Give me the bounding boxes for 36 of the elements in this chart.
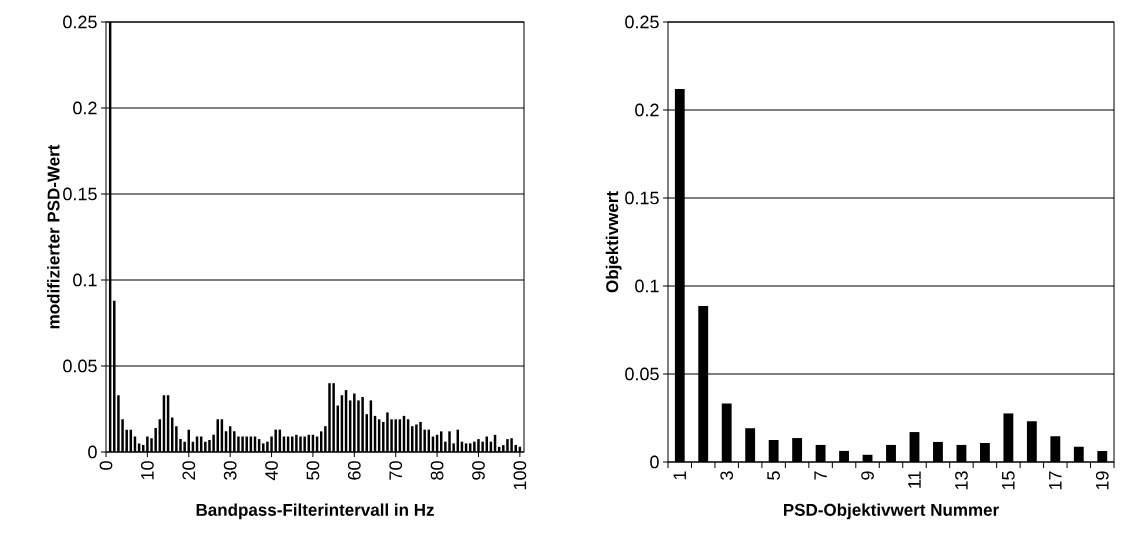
- y-tick-label: 0.1: [635, 279, 659, 293]
- x-tick-label: 19: [1095, 471, 1109, 490]
- x-tick-label: 30: [223, 461, 237, 480]
- x-tick-label: 90: [472, 461, 485, 480]
- x-tick-label: 7: [814, 471, 827, 480]
- y-tick-label: 0.2: [73, 101, 97, 115]
- x-axis-title: Bandpass-Filterintervall in Hz: [196, 503, 434, 520]
- x-tick-label: 5: [767, 471, 780, 480]
- x-tick-label: 13: [955, 471, 968, 490]
- y-tick-label: 0.25: [63, 15, 97, 29]
- y-tick-label: 0.15: [625, 191, 659, 205]
- x-tick-label: 11: [908, 471, 921, 488]
- y-tick-label: 0.05: [625, 367, 659, 381]
- x-axis-title: PSD-Objektivwert Nummer: [783, 503, 999, 520]
- x-tick-label: 80: [430, 461, 444, 480]
- x-tick-label: 70: [389, 461, 403, 480]
- x-tick-label: 15: [1002, 471, 1015, 490]
- y-tick-label: 0.25: [625, 15, 659, 29]
- y-axis-title: modifizierter PSD-Wert: [47, 144, 60, 329]
- y-tick-label: 0.1: [73, 273, 97, 287]
- x-tick-label: 10: [141, 461, 154, 480]
- x-tick-label: 17: [1049, 471, 1062, 490]
- x-tick-label: 100: [513, 461, 527, 490]
- x-tick-label: 20: [182, 461, 196, 480]
- x-tick-label: 60: [347, 461, 361, 480]
- y-tick-label: 0.2: [635, 103, 659, 117]
- x-tick-label: 40: [265, 461, 278, 481]
- x-tick-label: 0: [99, 461, 113, 470]
- y-axis-title: Objektivwert: [605, 191, 622, 293]
- x-tick-label: 9: [861, 471, 874, 480]
- x-tick-label: 50: [306, 461, 320, 480]
- y-tick-label: 0: [88, 445, 97, 459]
- y-tick-label: 0.15: [63, 187, 97, 201]
- x-tick-label: 1: [673, 471, 686, 480]
- x-tick-label: 3: [720, 471, 734, 480]
- y-tick-label: 0.05: [63, 359, 97, 373]
